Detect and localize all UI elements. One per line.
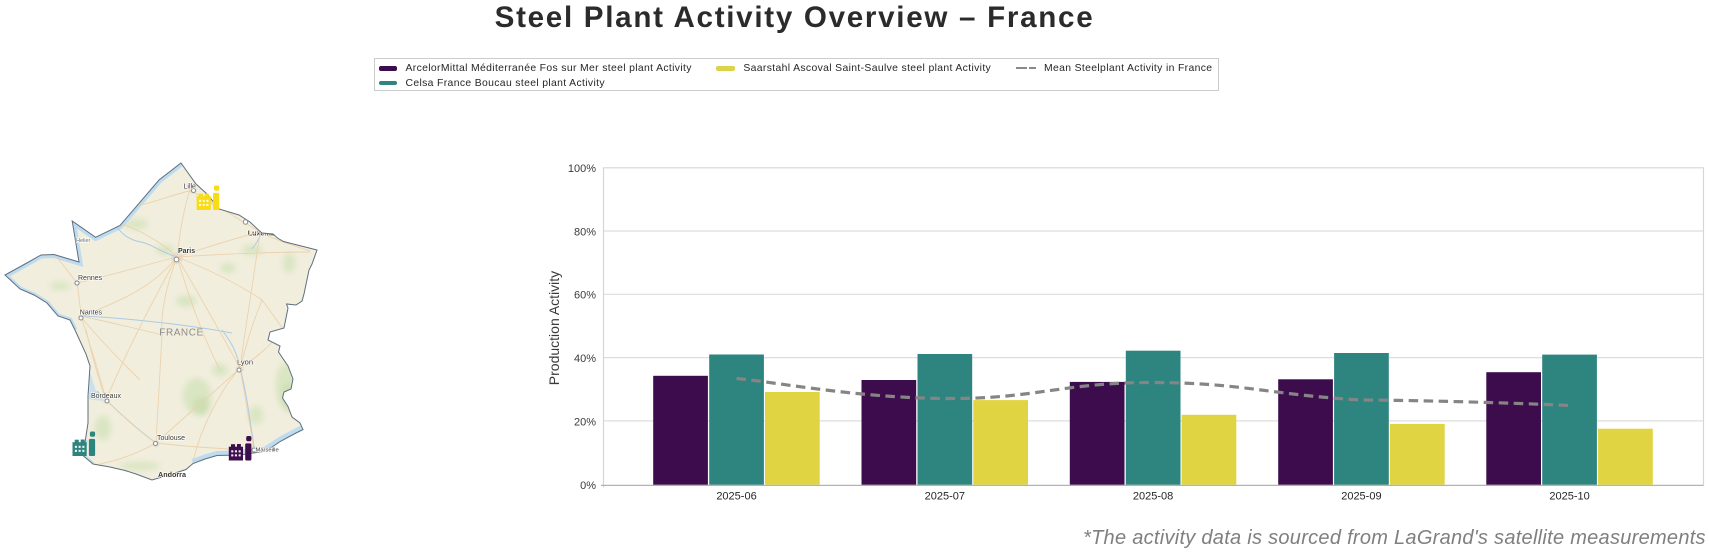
svg-text:Paris: Paris [178, 248, 195, 255]
svg-text:Rennes: Rennes [78, 275, 103, 282]
svg-text:100%: 100% [568, 163, 596, 175]
svg-text:0%: 0% [580, 480, 596, 492]
svg-text:Bordeaux: Bordeaux [91, 393, 121, 400]
svg-text:Marseille: Marseille [256, 448, 279, 454]
svg-text:Helier: Helier [76, 238, 91, 244]
svg-text:Nantes: Nantes [80, 310, 103, 317]
svg-text:40%: 40% [574, 353, 596, 365]
svg-text:60%: 60% [574, 290, 596, 302]
svg-text:Andorra: Andorra [158, 470, 187, 479]
svg-text:FRANCE: FRANCE [159, 328, 203, 339]
svg-text:2025-09: 2025-09 [1341, 491, 1381, 503]
svg-text:20%: 20% [574, 416, 596, 428]
svg-text:80%: 80% [574, 226, 596, 238]
svg-text:2025-07: 2025-07 [925, 491, 965, 503]
svg-text:2025-06: 2025-06 [716, 491, 756, 503]
svg-text:Toulouse: Toulouse [157, 435, 185, 442]
svg-text:Lille: Lille [184, 184, 197, 191]
svg-text:Luxembourg: Luxembourg [248, 228, 292, 237]
svg-text:Lyon: Lyon [237, 358, 253, 367]
svg-text:2025-10: 2025-10 [1549, 491, 1589, 503]
svg-text:Production Activity: Production Activity [546, 271, 562, 385]
svg-text:2025-08: 2025-08 [1133, 491, 1173, 503]
